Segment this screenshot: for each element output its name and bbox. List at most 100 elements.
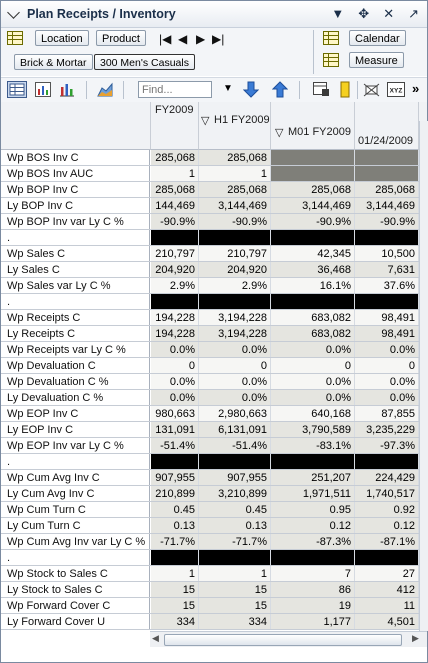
table-cell[interactable]: -87.3% [271, 534, 355, 550]
table-cell[interactable]: 0.0% [199, 342, 271, 358]
row-label[interactable]: Wp EOP Inv C [1, 406, 150, 422]
row-label[interactable]: Wp Receipts var Ly C % [1, 342, 150, 358]
scroll-left-icon[interactable]: ◀ [152, 633, 159, 643]
arrow-down-icon[interactable] [243, 81, 259, 98]
table-cell[interactable]: 7 [271, 566, 355, 582]
table-cell[interactable]: -51.4% [151, 438, 199, 454]
table-cell[interactable]: 2.9% [151, 278, 199, 294]
grid-view-icon[interactable] [7, 81, 27, 98]
row-label[interactable]: Ly EOP Inv C [1, 422, 150, 438]
table-cell[interactable]: 1,971,511 [271, 486, 355, 502]
table-cell[interactable] [271, 230, 355, 246]
expand-icon[interactable]: ↗ [408, 6, 419, 21]
table-cell[interactable]: -87.1% [355, 534, 419, 550]
table-cell[interactable]: 334 [151, 614, 199, 630]
table-cell[interactable] [199, 230, 271, 246]
column-header-m01[interactable]: ▽ M01 FY2009 [271, 102, 355, 150]
table-cell[interactable]: 0.0% [151, 374, 199, 390]
table-cell[interactable]: 980,663 [151, 406, 199, 422]
breadcrumb-channel[interactable]: Brick & Mortar [14, 54, 93, 70]
collapse-icon[interactable] [7, 6, 20, 19]
row-label[interactable]: Ly Stock to Sales C [1, 582, 150, 598]
row-label[interactable]: Wp EOP Inv var Ly C % [1, 438, 150, 454]
table-cell[interactable]: 15 [151, 582, 199, 598]
table-cell[interactable] [151, 230, 199, 246]
next-icon[interactable]: ▶ [196, 32, 206, 46]
table-cell[interactable]: 86 [271, 582, 355, 598]
table-cell[interactable]: 2,980,663 [199, 406, 271, 422]
table-cell[interactable]: -83.1% [271, 438, 355, 454]
table-cell[interactable]: 210,797 [199, 246, 271, 262]
table-cell[interactable]: 3,144,469 [271, 198, 355, 214]
table-cell[interactable]: 16.1% [271, 278, 355, 294]
table-cell[interactable]: 0 [151, 358, 199, 374]
previous-icon[interactable]: ◀ [178, 32, 188, 46]
breadcrumb-department[interactable]: 300 Men's Casuals [94, 54, 195, 70]
table-cell[interactable]: 15 [199, 598, 271, 614]
scroll-thumb[interactable] [164, 634, 402, 646]
table-cell[interactable]: 0.13 [199, 518, 271, 534]
table-cell[interactable]: 3,194,228 [199, 310, 271, 326]
table-cell[interactable]: 285,068 [355, 182, 419, 198]
table-cell[interactable]: 98,491 [355, 310, 419, 326]
table-cell[interactable]: 0 [355, 358, 419, 374]
table-cell[interactable] [151, 550, 199, 566]
location-button[interactable]: Location [35, 30, 89, 46]
table-cell[interactable]: 251,207 [271, 470, 355, 486]
table-cell[interactable]: -90.9% [271, 214, 355, 230]
table-cell[interactable]: 10,500 [355, 246, 419, 262]
table-cell[interactable]: 0.0% [271, 342, 355, 358]
measure-button[interactable]: Measure [349, 52, 404, 68]
table-cell[interactable]: 0.45 [151, 502, 199, 518]
table-cell[interactable]: 0.12 [355, 518, 419, 534]
table-cell[interactable]: 6,131,091 [199, 422, 271, 438]
table-cell[interactable] [151, 294, 199, 310]
table-cell[interactable]: 0.0% [271, 390, 355, 406]
table-cell[interactable]: 0.0% [355, 390, 419, 406]
table-cell[interactable]: 0.13 [151, 518, 199, 534]
table-cell[interactable]: 3,790,589 [271, 422, 355, 438]
table-cell[interactable]: 0.0% [271, 374, 355, 390]
row-label[interactable]: Wp BOS Inv AUC [1, 166, 150, 182]
table-cell[interactable]: 0 [271, 358, 355, 374]
row-label[interactable]: Ly Sales C [1, 262, 150, 278]
table-cell[interactable]: -71.7% [151, 534, 199, 550]
row-label[interactable]: Wp Cum Avg Inv C [1, 470, 150, 486]
table-cell[interactable]: 0.0% [355, 374, 419, 390]
column-header-week[interactable]: 01/24/2009 [355, 102, 419, 150]
table-cell[interactable]: -90.9% [355, 214, 419, 230]
table-cell[interactable]: 131,091 [151, 422, 199, 438]
close-icon[interactable]: ✕ [383, 6, 395, 21]
row-label[interactable]: Wp Cum Avg Inv var Ly C % [1, 534, 150, 550]
table-cell[interactable]: 42,345 [271, 246, 355, 262]
table-cell[interactable]: 2.9% [199, 278, 271, 294]
row-label[interactable]: . [1, 454, 150, 470]
table-cell[interactable]: 15 [151, 598, 199, 614]
table-cell[interactable]: 683,082 [271, 326, 355, 342]
table-cell[interactable]: 36,468 [271, 262, 355, 278]
row-label[interactable]: Ly Forward Cover U [1, 614, 150, 630]
row-label[interactable]: Wp BOS Inv C [1, 150, 150, 166]
row-label[interactable]: Ly BOP Inv C [1, 198, 150, 214]
table-cell[interactable]: 37.6% [355, 278, 419, 294]
table-cell[interactable] [355, 166, 419, 182]
table-cell[interactable]: 210,797 [151, 246, 199, 262]
table-cell[interactable]: 907,955 [151, 470, 199, 486]
row-label[interactable]: Wp Stock to Sales C [1, 566, 150, 582]
table-cell[interactable]: 210,899 [151, 486, 199, 502]
table-cell[interactable]: 1 [151, 166, 199, 182]
table-cell[interactable]: 0.95 [271, 502, 355, 518]
table-cell[interactable]: 412 [355, 582, 419, 598]
row-label[interactable]: Wp Sales var Ly C % [1, 278, 150, 294]
table-cell[interactable]: 683,082 [271, 310, 355, 326]
arrow-up-icon[interactable] [272, 81, 288, 98]
table-cell[interactable]: 204,920 [199, 262, 271, 278]
row-label[interactable]: Wp Devaluation C [1, 358, 150, 374]
table-cell[interactable] [271, 166, 355, 182]
table-cell[interactable] [151, 454, 199, 470]
row-label[interactable]: Wp BOP Inv var Ly C % [1, 214, 150, 230]
table-cell[interactable]: 285,068 [151, 182, 199, 198]
table-cell[interactable]: 3,235,229 [355, 422, 419, 438]
table-cell[interactable] [271, 454, 355, 470]
table-cell[interactable]: 98,491 [355, 326, 419, 342]
